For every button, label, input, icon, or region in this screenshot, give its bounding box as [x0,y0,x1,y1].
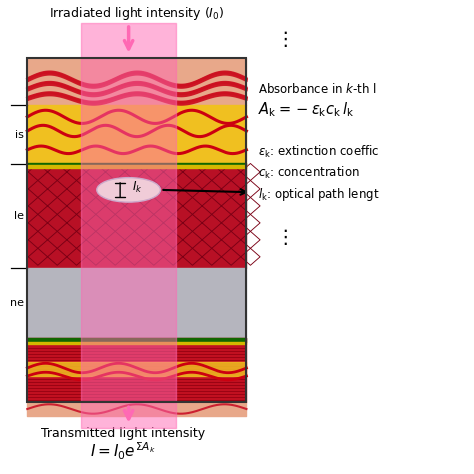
Text: $A_\mathrm{k}=-\varepsilon_\mathrm{k}c_\mathrm{k}\,l_\mathrm{k}$: $A_\mathrm{k}=-\varepsilon_\mathrm{k}c_\… [258,100,354,119]
Ellipse shape [97,178,160,202]
Text: Irradiated light intensity ($I_0$): Irradiated light intensity ($I_0$) [49,5,225,22]
Text: $c_\mathrm{k}$: concentration: $c_\mathrm{k}$: concentration [258,165,360,182]
Text: $\vdots$: $\vdots$ [275,29,288,49]
Text: $\varepsilon_\mathrm{k}$: extinction coeffic: $\varepsilon_\mathrm{k}$: extinction coe… [258,144,380,160]
Text: $\vdots$: $\vdots$ [275,227,288,247]
Bar [27,58,246,402]
Text: $I = I_0 e^{\Sigma A_k}$: $I = I_0 e^{\Sigma A_k}$ [90,441,155,462]
Text: Transmitted light intensity: Transmitted light intensity [41,428,205,440]
Text: ne: ne [9,298,24,308]
Text: Absorbance in $k$-th l: Absorbance in $k$-th l [258,82,377,96]
Text: $l_\mathrm{k}$: optical path lengt: $l_\mathrm{k}$: optical path lengt [258,186,380,203]
Text: is: is [15,129,24,139]
Text: $I_k$: $I_k$ [132,180,143,195]
Text: le: le [14,211,24,221]
